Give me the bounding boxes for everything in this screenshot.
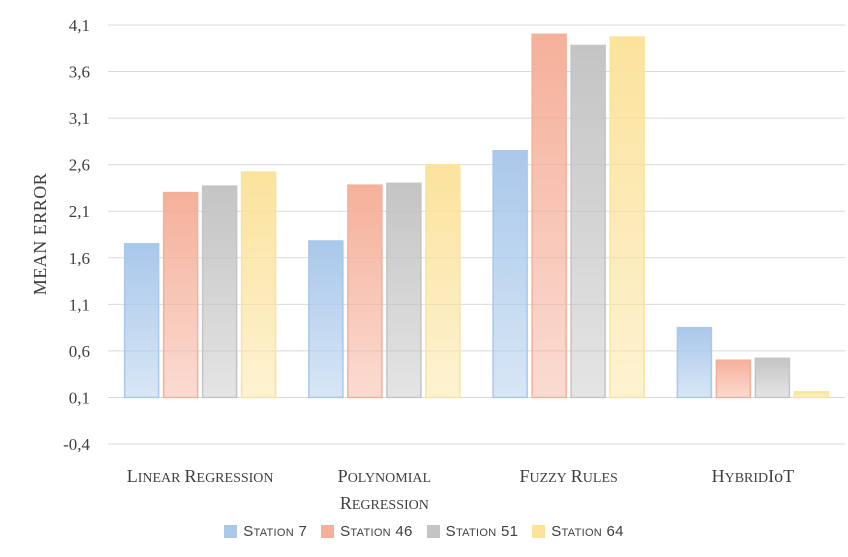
category-label: LINEAR REGRESSION bbox=[127, 466, 274, 486]
bars bbox=[123, 33, 830, 399]
bar-2-3 bbox=[386, 182, 422, 399]
bar-3-4 bbox=[609, 36, 645, 399]
category-label: HYBRIDIoT bbox=[712, 466, 795, 486]
y-tick-label: 3,1 bbox=[69, 109, 90, 128]
bar-3-1 bbox=[492, 149, 528, 399]
y-tick-label: 1,1 bbox=[69, 295, 90, 314]
legend-label: Station 64 bbox=[551, 523, 624, 540]
legend-swatch bbox=[224, 525, 238, 538]
legend-item: Station 51 bbox=[426, 523, 519, 540]
category-label: POLYNOMIAL REGRESSION bbox=[338, 466, 431, 513]
legend-item: Station 64 bbox=[532, 523, 624, 540]
bar-1-1 bbox=[123, 243, 160, 399]
y-tick-label: 2,6 bbox=[69, 156, 90, 175]
x-axis-categories: LINEAR REGRESSION POLYNOMIAL REGRESSION FUZ… bbox=[127, 466, 794, 513]
y-tick-label: 2,1 bbox=[69, 202, 90, 221]
bar-4-2 bbox=[715, 359, 752, 399]
legend-label: Station 7 bbox=[243, 523, 308, 540]
legend-label: Station 51 bbox=[445, 523, 519, 540]
bar-1-3 bbox=[201, 185, 238, 399]
y-tick-label: 0,1 bbox=[69, 388, 90, 407]
y-axis-ticks: -0,4 0,1 0,6 1,1 1,6 2,1 2,6 3,1 3,6 4,1 bbox=[63, 16, 90, 454]
legend: Station 7 Station 46 Station 51 Station 64 bbox=[0, 523, 848, 542]
legend-swatch bbox=[532, 525, 546, 538]
legend-label: Station 46 bbox=[340, 523, 413, 540]
legend-swatch bbox=[321, 525, 335, 538]
bar-3-3 bbox=[570, 44, 606, 399]
y-tick-label: 4,1 bbox=[69, 16, 90, 35]
bar-2-1 bbox=[308, 240, 344, 399]
y-axis-label: MEAN ERROR bbox=[30, 173, 50, 296]
bar-4-1 bbox=[676, 326, 713, 399]
bar-3-2 bbox=[531, 33, 567, 399]
bar-4-4 bbox=[793, 391, 830, 399]
legend-item: Station 7 bbox=[224, 523, 307, 540]
bar-2-4 bbox=[425, 163, 461, 399]
bar-2-2 bbox=[347, 184, 383, 399]
bar-1-2 bbox=[162, 191, 199, 399]
y-tick-label: 0,6 bbox=[69, 342, 90, 361]
y-tick-label: 1,6 bbox=[69, 249, 90, 268]
bar-4-3 bbox=[754, 357, 791, 399]
legend-item: Station 46 bbox=[321, 523, 413, 540]
category-label: FUZZY RULES bbox=[519, 466, 617, 486]
bar-1-4 bbox=[240, 171, 277, 399]
y-tick-label: 3,6 bbox=[69, 63, 90, 82]
y-tick-label: -0,4 bbox=[63, 435, 90, 454]
legend-swatch bbox=[426, 525, 440, 538]
